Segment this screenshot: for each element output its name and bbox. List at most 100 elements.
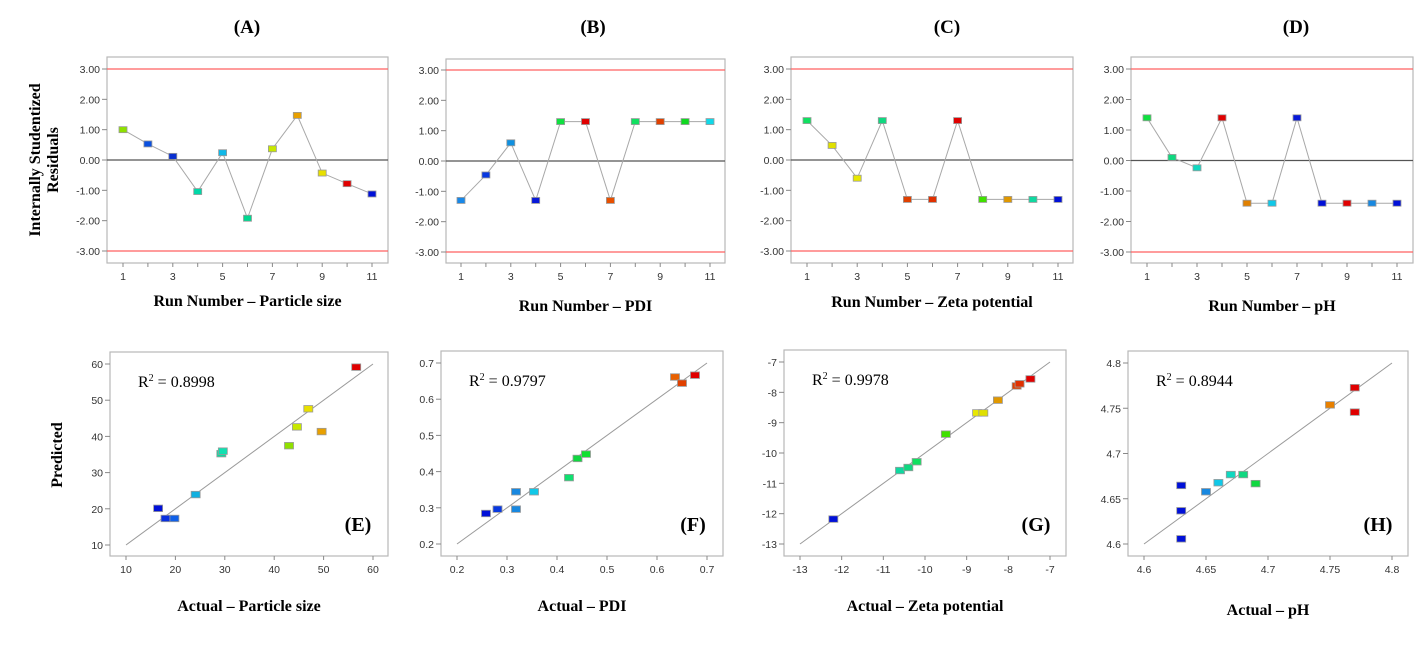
x-tick-label: -9 xyxy=(962,564,971,576)
y-tick-label: 0.7 xyxy=(419,358,434,370)
x-tick-label: 7 xyxy=(269,271,275,283)
panel-corner-label: (G) xyxy=(1022,514,1051,536)
panel-title: (B) xyxy=(580,17,605,38)
x-tick-label: 5 xyxy=(1244,271,1250,283)
y-tick-label: -2.00 xyxy=(1100,217,1124,229)
r-squared-value: = 0.9797 xyxy=(485,373,546,390)
x-tick-label: 50 xyxy=(318,564,330,576)
data-point xyxy=(1176,507,1187,515)
data-point xyxy=(292,423,302,431)
data-point xyxy=(564,473,574,482)
y-tick-label: 10 xyxy=(91,540,103,552)
x-axis-title: Run Number – pH xyxy=(1208,298,1336,315)
x-tick-label: 1 xyxy=(120,271,126,283)
data-point xyxy=(1167,154,1177,161)
panel-corner-label: (H) xyxy=(1364,514,1393,536)
data-point xyxy=(827,142,837,149)
x-tick-label: 0.4 xyxy=(550,564,565,576)
y-tick-label: 0.00 xyxy=(764,155,785,167)
data-point xyxy=(153,504,164,512)
y-tick-label: 0.4 xyxy=(419,467,434,479)
x-tick-label: 9 xyxy=(1005,271,1011,283)
r-squared-symbol: R xyxy=(138,374,149,391)
y-tick-label: 50 xyxy=(91,395,103,407)
data-point xyxy=(143,140,153,148)
x-tick-label: 0.5 xyxy=(600,564,615,576)
x-tick-label: 5 xyxy=(558,271,564,283)
data-point xyxy=(1225,470,1236,479)
data-point xyxy=(705,118,715,125)
x-tick-label: -12 xyxy=(834,564,849,576)
data-point xyxy=(903,196,912,203)
data-point xyxy=(690,371,700,379)
data-point xyxy=(267,145,277,153)
x-tick-label: 0.7 xyxy=(700,564,715,576)
data-point xyxy=(1053,196,1063,203)
chart-panel-b: (B) 3.00 2.00 1.00 0.00 -1.00 -2.00 -3.00 1 3 5 7 9 1… xyxy=(415,17,726,315)
x-axis-title: Actual – Particle size xyxy=(177,598,321,615)
x-tick-label: 20 xyxy=(170,564,182,576)
data-point xyxy=(1192,164,1202,172)
x-tick-label: 4.7 xyxy=(1261,564,1276,576)
data-point xyxy=(169,514,180,523)
data-point xyxy=(1142,114,1152,122)
y-tick-label: 0.00 xyxy=(80,155,101,167)
x-tick-label: 4.75 xyxy=(1320,564,1341,576)
y-tick-label: 3.00 xyxy=(764,64,785,76)
x-axis-title: Run Number – Zeta potential xyxy=(831,294,1033,311)
r-squared-annotation: R2 = 0.8998 xyxy=(138,373,215,391)
data-point xyxy=(877,117,887,124)
y-tick-label: 40 xyxy=(91,431,103,443)
chart-panel-e: 60 50 40 30 20 10 10 20 30 40 50 60 R2 = 0.8998 (E) Ac… xyxy=(91,351,389,615)
data-point xyxy=(243,214,252,222)
data-point xyxy=(1349,408,1360,416)
data-point xyxy=(342,180,352,188)
y-tick-label: 3.00 xyxy=(80,64,101,76)
data-point xyxy=(581,450,591,458)
data-point xyxy=(828,515,839,523)
r-squared-annotation: R2 = 0.8944 xyxy=(1156,372,1233,390)
panel-title: (A) xyxy=(234,17,260,38)
y-tick-label: -11 xyxy=(763,478,778,490)
y-tick-label: -2.00 xyxy=(760,216,784,228)
x-tick-label: 9 xyxy=(657,271,663,283)
data-point xyxy=(1292,114,1302,122)
x-tick-label: 3 xyxy=(170,271,176,283)
residuals-ylabel-line2: Residuals xyxy=(45,127,62,193)
y-tick-label: 0.3 xyxy=(419,503,434,515)
chart-panel-a: (A) 3.00 2.00 1.00 0.00 -1.00 -2.00 -3.00 1 3 5 7 9 1… xyxy=(76,17,389,310)
data-point xyxy=(367,190,377,198)
data-point xyxy=(1217,114,1227,122)
y-tick-label: -2.00 xyxy=(415,217,439,229)
x-tick-label: -8 xyxy=(1004,564,1013,576)
data-point xyxy=(630,118,640,125)
fit-line xyxy=(799,361,1051,545)
x-tick-label: -11 xyxy=(876,564,891,576)
data-point xyxy=(1242,199,1252,207)
x-axis-title: Actual – PDI xyxy=(538,598,627,615)
data-point xyxy=(903,463,914,472)
x-tick-label: 60 xyxy=(367,564,379,576)
r-squared-value: = 0.8998 xyxy=(154,374,215,391)
y-tick-label: -1.00 xyxy=(415,186,439,198)
x-axis-title: Actual – Zeta potential xyxy=(847,598,1004,615)
r-squared-value: = 0.9978 xyxy=(828,372,889,389)
x-tick-label: 4.8 xyxy=(1385,564,1400,576)
y-tick-label: -3.00 xyxy=(76,246,100,258)
data-point xyxy=(511,488,521,496)
y-tick-label: 2.00 xyxy=(80,94,101,106)
y-tick-label: 4.6 xyxy=(1106,539,1121,551)
data-point xyxy=(481,171,491,179)
data-point xyxy=(1176,535,1187,543)
x-tick-label: 1 xyxy=(804,271,810,283)
x-tick-label: 3 xyxy=(1194,271,1200,283)
y-tick-label: 0.5 xyxy=(419,430,434,442)
y-tick-label: -1.00 xyxy=(1100,186,1124,198)
y-tick-label: -7 xyxy=(768,357,777,369)
y-tick-label: 30 xyxy=(91,468,103,480)
data-point xyxy=(1367,199,1377,207)
data-point xyxy=(284,442,294,450)
data-point xyxy=(316,427,327,436)
y-tick-label: 0.00 xyxy=(1104,156,1125,168)
